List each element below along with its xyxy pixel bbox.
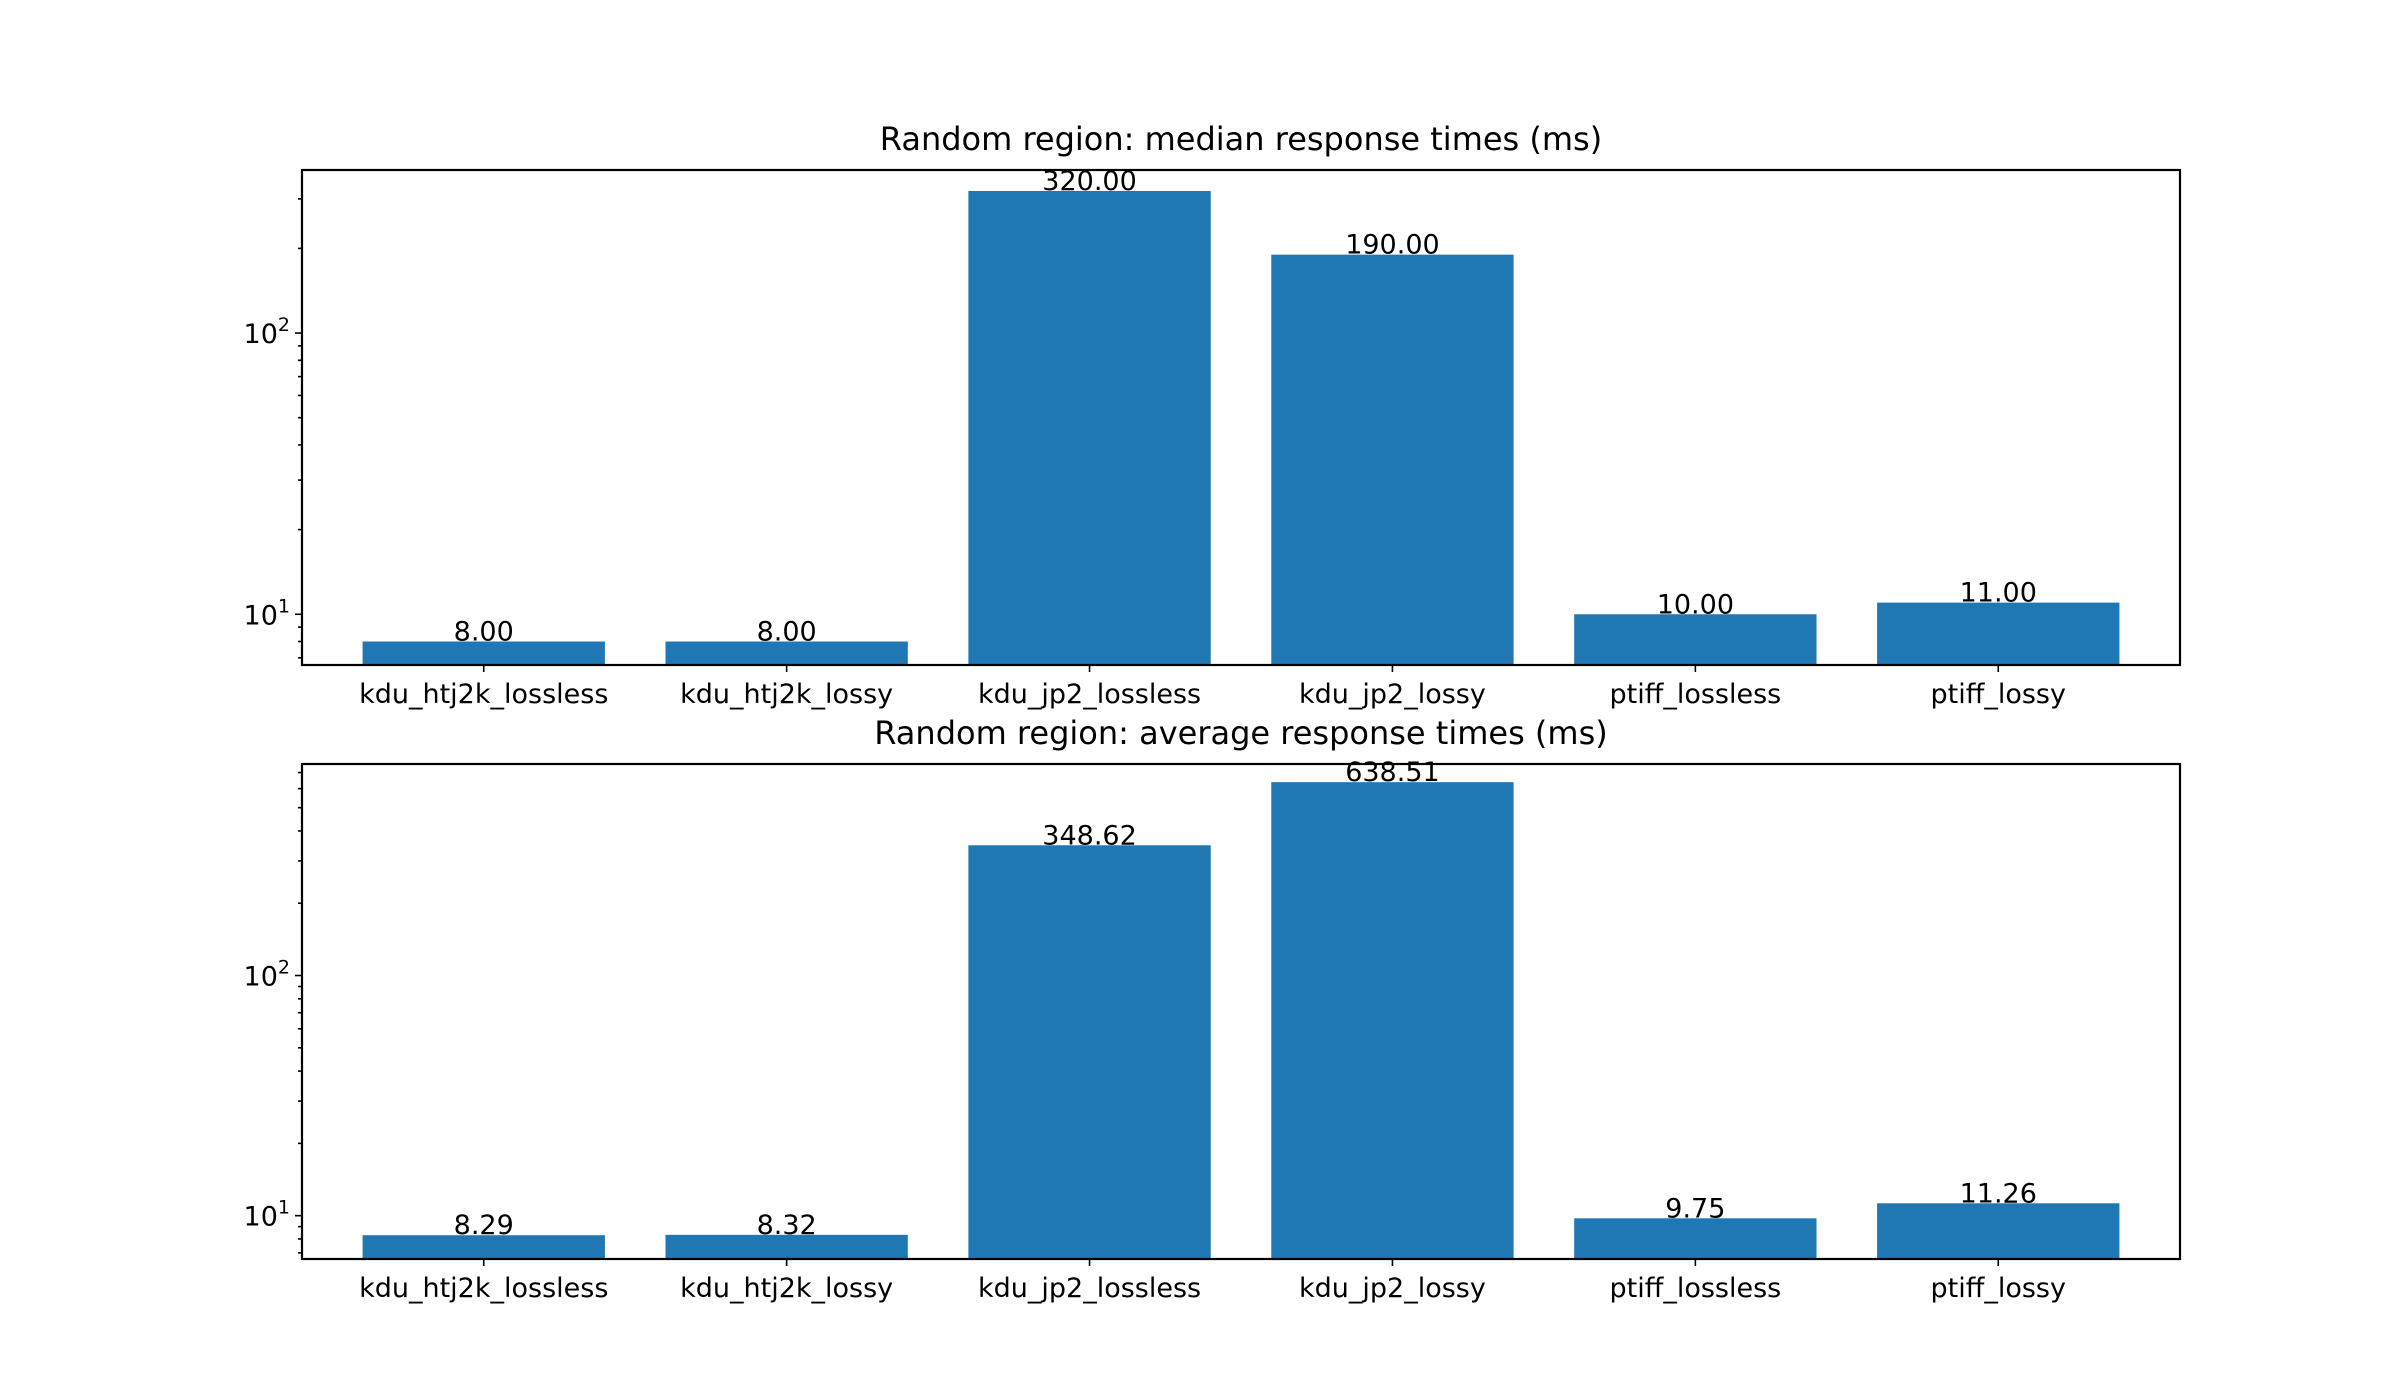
bar bbox=[1877, 602, 2120, 665]
x-tick-label: kdu_htj2k_lossless bbox=[359, 1273, 608, 1304]
y-tick-label: 102 bbox=[244, 957, 290, 993]
x-tick-label: kdu_htj2k_lossy bbox=[680, 679, 893, 710]
x-axis: kdu_htj2k_lossless kdu_htj2k_lossy kdu_jp2… bbox=[359, 1259, 2066, 1304]
plot-area bbox=[300, 762, 2182, 1261]
bar-group bbox=[362, 190, 2120, 666]
bar bbox=[1574, 614, 1817, 665]
data-label-group: 8.00 8.00 320.00 190.00 10.00 11.00 bbox=[454, 166, 2037, 648]
x-tick-label: ptiff_lossy bbox=[1931, 679, 2066, 710]
data-label: 348.62 bbox=[1042, 820, 1136, 851]
data-label-group: 8.29 8.32 348.62 638.51 9.75 11.26 bbox=[454, 757, 2037, 1241]
data-label: 8.32 bbox=[757, 1210, 817, 1241]
bar bbox=[968, 190, 1211, 665]
data-label: 10.00 bbox=[1657, 589, 1734, 620]
bar bbox=[362, 641, 605, 665]
y-axis: 101 102 bbox=[244, 771, 302, 1254]
plot-area bbox=[300, 168, 2182, 667]
x-tick-label: ptiff_lossless bbox=[1609, 679, 1781, 710]
x-tick-label: kdu_jp2_lossless bbox=[978, 679, 1201, 710]
bar bbox=[1877, 1203, 2120, 1259]
data-label: 320.00 bbox=[1042, 166, 1136, 197]
bar-group bbox=[362, 782, 2120, 1259]
x-tick-label: ptiff_lossy bbox=[1931, 1273, 2066, 1304]
data-label: 638.51 bbox=[1345, 757, 1439, 788]
y-tick-label: 101 bbox=[244, 1197, 290, 1233]
median-response-chart: Random region: median response times (ms… bbox=[244, 120, 2182, 710]
chart-title: Random region: median response times (ms… bbox=[880, 120, 1602, 158]
x-tick-label: ptiff_lossless bbox=[1609, 1273, 1781, 1304]
x-tick-label: kdu_jp2_lossless bbox=[978, 1273, 1201, 1304]
x-tick-label: kdu_jp2_lossy bbox=[1299, 1273, 1486, 1304]
y-tick-label: 101 bbox=[244, 595, 290, 631]
y-tick-label: 102 bbox=[244, 314, 290, 350]
data-label: 9.75 bbox=[1665, 1193, 1725, 1224]
data-label: 8.00 bbox=[757, 617, 817, 648]
data-label: 190.00 bbox=[1345, 230, 1439, 261]
bar bbox=[665, 1234, 908, 1259]
bar bbox=[968, 845, 1211, 1259]
data-label: 11.00 bbox=[1960, 578, 2037, 609]
x-tick-label: kdu_jp2_lossy bbox=[1299, 679, 1486, 710]
bar bbox=[1271, 254, 1514, 666]
data-label: 8.00 bbox=[454, 617, 514, 648]
bar bbox=[665, 641, 908, 665]
bar bbox=[1574, 1218, 1817, 1259]
average-response-chart: Random region: average response times (m… bbox=[244, 714, 2182, 1304]
bar bbox=[1271, 782, 1514, 1259]
x-tick-label: kdu_htj2k_lossless bbox=[359, 679, 608, 710]
bar bbox=[362, 1235, 605, 1259]
data-label: 11.26 bbox=[1960, 1178, 2037, 1209]
chart-title: Random region: average response times (m… bbox=[874, 714, 1607, 752]
x-tick-label: kdu_htj2k_lossy bbox=[680, 1273, 893, 1304]
x-axis: kdu_htj2k_lossless kdu_htj2k_lossy kdu_jp2… bbox=[359, 665, 2066, 710]
data-label: 8.29 bbox=[454, 1210, 514, 1241]
y-axis: 101 102 bbox=[244, 198, 302, 659]
